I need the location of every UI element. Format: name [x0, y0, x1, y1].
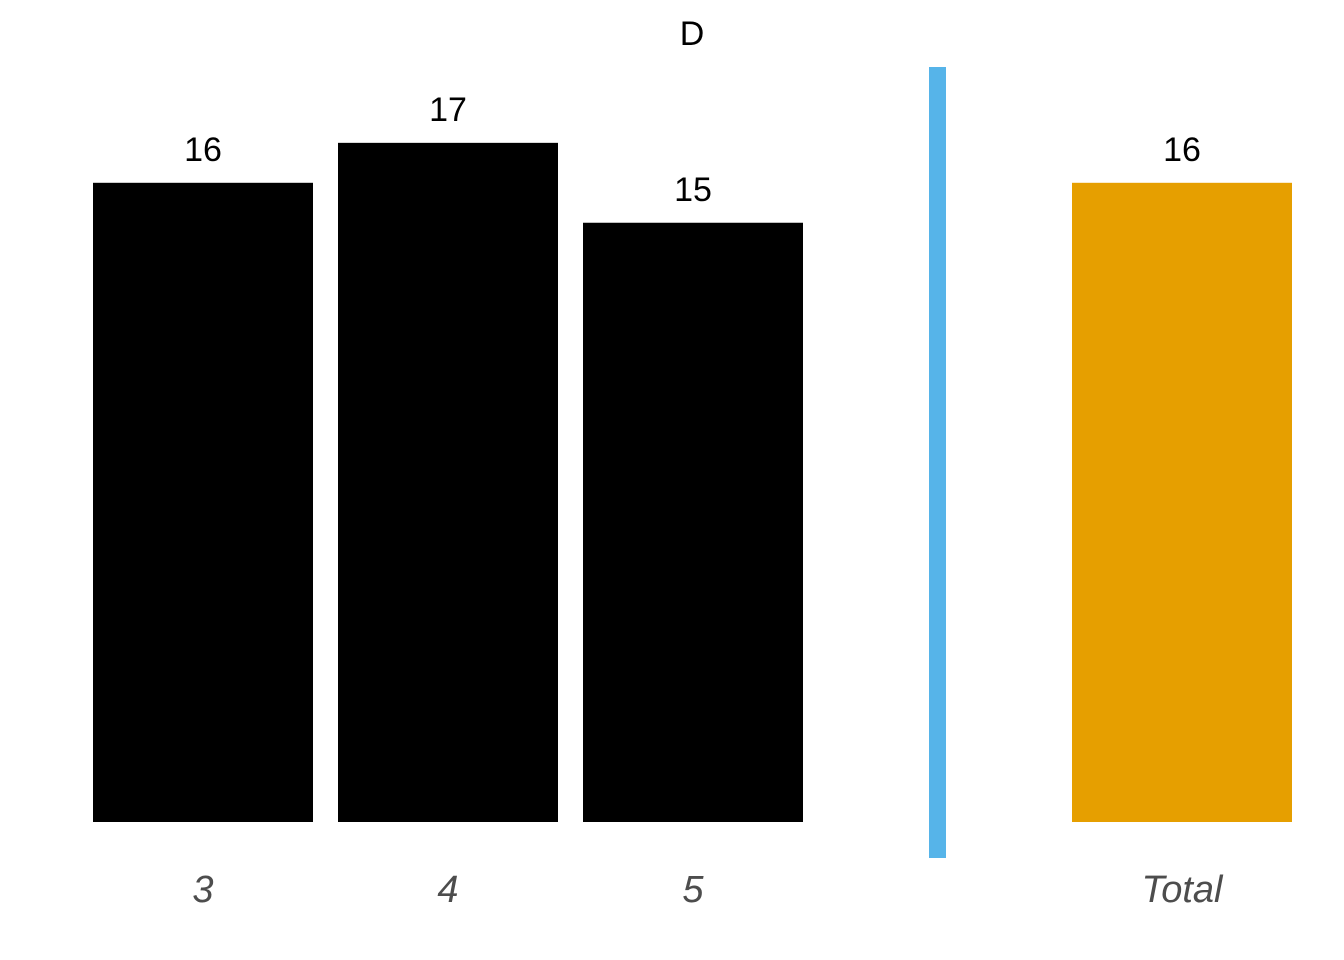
data-label-4: 17: [429, 91, 467, 129]
data-label-3: 16: [184, 131, 222, 169]
data-label-total: 16: [1163, 131, 1201, 169]
data-label-5: 15: [674, 171, 712, 209]
bar-total: [1072, 182, 1292, 823]
x-tick-labels-layer: 3 4 5 Total: [192, 869, 1224, 911]
bar-3: [93, 182, 313, 823]
bar-5: [583, 222, 803, 822]
data-labels-layer: 16 17 15 16: [184, 91, 1201, 209]
bar-4: [338, 142, 558, 823]
x-tick-label-3: 3: [192, 869, 213, 911]
chart-title: D: [680, 15, 705, 53]
x-tick-label-4: 4: [437, 869, 458, 911]
x-tick-label-total: Total: [1142, 869, 1225, 911]
x-tick-label-5: 5: [682, 869, 704, 911]
bars-layer: [93, 142, 1292, 823]
separator-line: [929, 67, 946, 858]
